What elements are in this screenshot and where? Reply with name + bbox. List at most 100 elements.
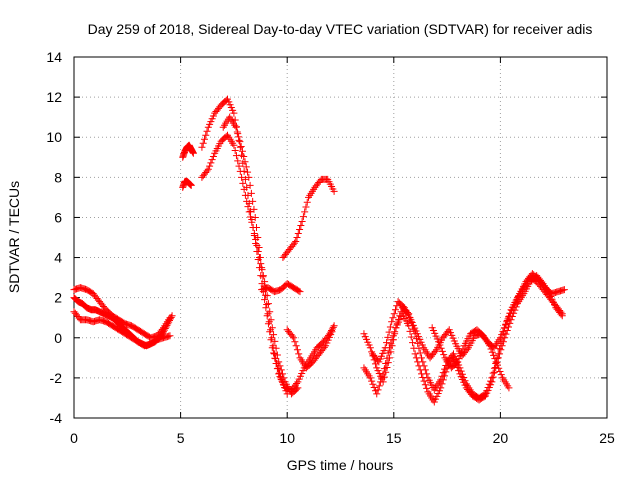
data-point-marker (276, 369, 284, 377)
data-point-marker (243, 197, 251, 205)
data-point-marker (161, 325, 169, 333)
data-series-arc-1c (70, 294, 176, 350)
data-series-arc-3e (279, 175, 338, 262)
data-point-marker (487, 345, 495, 353)
data-point-marker (375, 382, 383, 390)
data-point-marker (277, 374, 285, 382)
data-series-arc-2a (179, 141, 197, 161)
data-point-marker (162, 323, 170, 331)
x-tick-label: 10 (279, 430, 295, 446)
data-point-marker (458, 348, 466, 356)
data-point-marker (297, 221, 305, 229)
y-tick-label: 6 (54, 209, 62, 225)
data-point-marker (168, 312, 176, 320)
data-point-marker (252, 223, 260, 231)
data-point-marker (414, 339, 422, 347)
data-point-marker (498, 342, 506, 350)
x-tick-label: 15 (386, 430, 402, 446)
data-point-marker (290, 334, 298, 342)
y-tick-label: 14 (46, 49, 62, 65)
data-point-marker (381, 344, 389, 352)
data-point-marker (505, 384, 513, 392)
data-point-marker (407, 333, 415, 341)
data-point-marker (411, 350, 419, 358)
data-point-marker (294, 384, 302, 392)
data-point-marker (298, 217, 306, 225)
y-tick-label: 4 (54, 250, 62, 266)
data-point-marker (491, 355, 499, 363)
data-point-marker (187, 181, 195, 189)
y-tick-label: -2 (50, 370, 63, 386)
data-point-marker (493, 361, 501, 369)
data-point-marker (379, 370, 387, 378)
data-point-marker (438, 347, 446, 355)
data-point-marker (232, 152, 240, 160)
data-point-marker (249, 197, 257, 205)
y-tick-label: 10 (46, 129, 62, 145)
data-point-marker (557, 310, 565, 318)
data-point-marker (244, 203, 252, 211)
data-point-marker (303, 198, 311, 206)
data-point-marker (386, 323, 394, 331)
data-point-marker (241, 191, 249, 199)
data-point-marker (489, 373, 497, 381)
data-point-marker (295, 287, 303, 295)
data-point-marker (230, 109, 238, 117)
data-point-marker (292, 238, 300, 246)
data-point-marker (366, 374, 374, 382)
data-point-marker (490, 368, 498, 376)
data-point-marker (240, 152, 248, 160)
data-point-marker (290, 239, 298, 247)
data-point-marker (442, 368, 450, 376)
data-point-marker (264, 300, 272, 308)
data-point-marker (328, 328, 336, 336)
data-point-marker (278, 377, 286, 385)
data-point-marker (380, 365, 388, 373)
y-axis-title: SDTVAR / TECUs (6, 181, 22, 293)
data-point-marker (439, 376, 447, 384)
data-point-marker (416, 366, 424, 374)
x-axis-title: GPS time / hours (287, 457, 394, 473)
data-point-marker (488, 378, 496, 386)
data-point-marker (455, 367, 463, 375)
data-point-marker (207, 159, 215, 167)
data-point-marker (203, 127, 211, 135)
data-point-marker (240, 185, 248, 193)
data-point-marker (271, 337, 279, 345)
data-point-marker (438, 380, 446, 388)
data-point-marker (232, 123, 240, 131)
data-point-marker (257, 260, 265, 268)
data-point-marker (167, 313, 175, 321)
data-point-marker (455, 355, 463, 363)
data-point-marker (274, 364, 282, 372)
data-point-marker (262, 304, 270, 312)
data-point-marker (189, 149, 197, 157)
data-point-marker (265, 318, 273, 326)
data-point-marker (495, 364, 503, 372)
data-point-marker (242, 163, 250, 171)
data-point-marker (166, 332, 174, 340)
data-point-marker (237, 142, 245, 150)
grid-layer (74, 57, 607, 418)
data-point-marker (378, 374, 386, 382)
data-point-marker (293, 346, 301, 354)
data-point-marker (423, 384, 431, 392)
data-point-marker (388, 318, 396, 326)
data-point-marker (166, 315, 174, 323)
data-series-arc-3b (198, 131, 302, 398)
data-point-marker (412, 354, 420, 362)
data-point-marker (420, 377, 428, 385)
data-point-marker (273, 351, 281, 359)
data-point-marker (496, 334, 504, 342)
data-point-marker (441, 372, 449, 380)
data-point-marker (392, 306, 400, 314)
data-point-marker (272, 355, 280, 363)
data-point-marker (245, 208, 253, 216)
data-point-marker (208, 156, 216, 164)
data-point-marker (259, 273, 267, 281)
data-series-arc-2b (179, 177, 195, 191)
data-point-marker (235, 133, 243, 141)
data-point-marker (330, 322, 338, 330)
data-point-marker (267, 326, 275, 334)
data-point-marker (160, 326, 168, 334)
